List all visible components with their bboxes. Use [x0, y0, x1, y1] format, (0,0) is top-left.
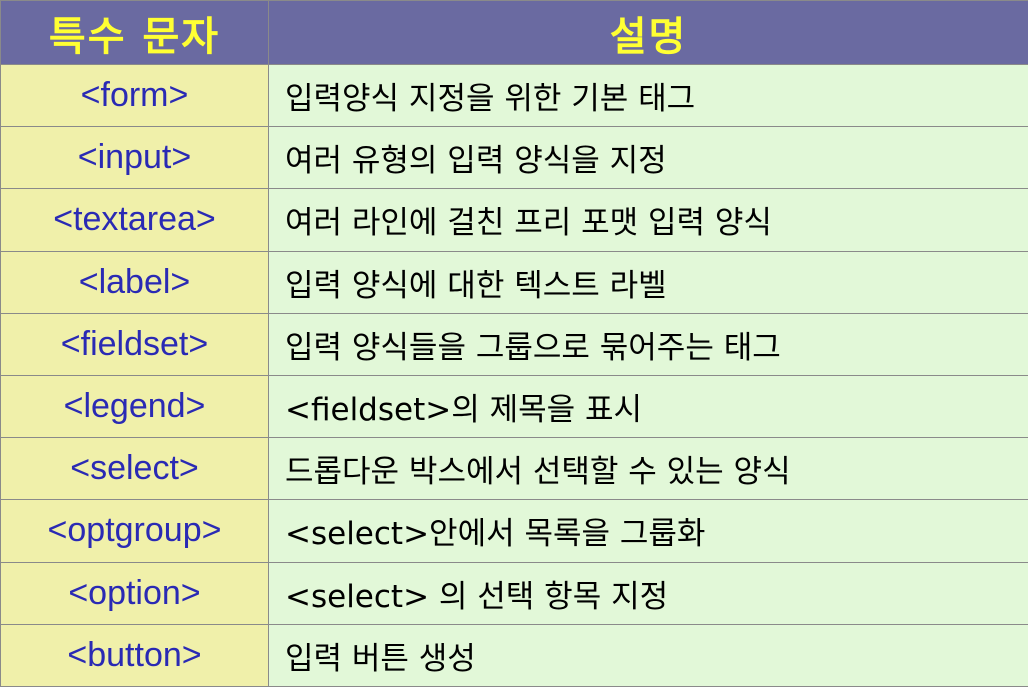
tag-cell: <legend> [1, 375, 269, 437]
description-cell: <fieldset>의 제목을 표시 [269, 375, 1028, 437]
description-cell: 여러 유형의 입력 양식을 지정 [269, 127, 1028, 189]
tag-cell: <option> [1, 562, 269, 624]
table-row: <option> <select> 의 선택 항목 지정 [1, 562, 1028, 624]
tag-cell: <select> [1, 438, 269, 500]
table-row: <fieldset> 입력 양식들을 그룹으로 묶어주는 태그 [1, 313, 1028, 375]
table-row: <input> 여러 유형의 입력 양식을 지정 [1, 127, 1028, 189]
header-tag-column: 특수 문자 [1, 1, 269, 65]
tag-cell: <form> [1, 65, 269, 127]
table-row: <label> 입력 양식에 대한 텍스트 라벨 [1, 251, 1028, 313]
table-header-row: 특수 문자 설명 [1, 1, 1028, 65]
tag-cell: <optgroup> [1, 500, 269, 562]
table-row: <textarea> 여러 라인에 걸친 프리 포맷 입력 양식 [1, 189, 1028, 251]
table-row: <button> 입력 버튼 생성 [1, 624, 1028, 686]
description-cell: 입력양식 지정을 위한 기본 태그 [269, 65, 1028, 127]
description-cell: 여러 라인에 걸친 프리 포맷 입력 양식 [269, 189, 1028, 251]
table-row: <select> 드롭다운 박스에서 선택할 수 있는 양식 [1, 438, 1028, 500]
tag-cell: <button> [1, 624, 269, 686]
description-cell: 입력 버튼 생성 [269, 624, 1028, 686]
tag-cell: <input> [1, 127, 269, 189]
table-row: <form> 입력양식 지정을 위한 기본 태그 [1, 65, 1028, 127]
tag-cell: <label> [1, 251, 269, 313]
tag-cell: <textarea> [1, 189, 269, 251]
description-cell: 입력 양식들을 그룹으로 묶어주는 태그 [269, 313, 1028, 375]
header-description-column: 설명 [269, 1, 1028, 65]
table-row: <optgroup> <select>안에서 목록을 그룹화 [1, 500, 1028, 562]
description-cell: <select>안에서 목록을 그룹화 [269, 500, 1028, 562]
description-cell: 입력 양식에 대한 텍스트 라벨 [269, 251, 1028, 313]
table-row: <legend> <fieldset>의 제목을 표시 [1, 375, 1028, 437]
tag-cell: <fieldset> [1, 313, 269, 375]
description-cell: <select> 의 선택 항목 지정 [269, 562, 1028, 624]
description-cell: 드롭다운 박스에서 선택할 수 있는 양식 [269, 438, 1028, 500]
